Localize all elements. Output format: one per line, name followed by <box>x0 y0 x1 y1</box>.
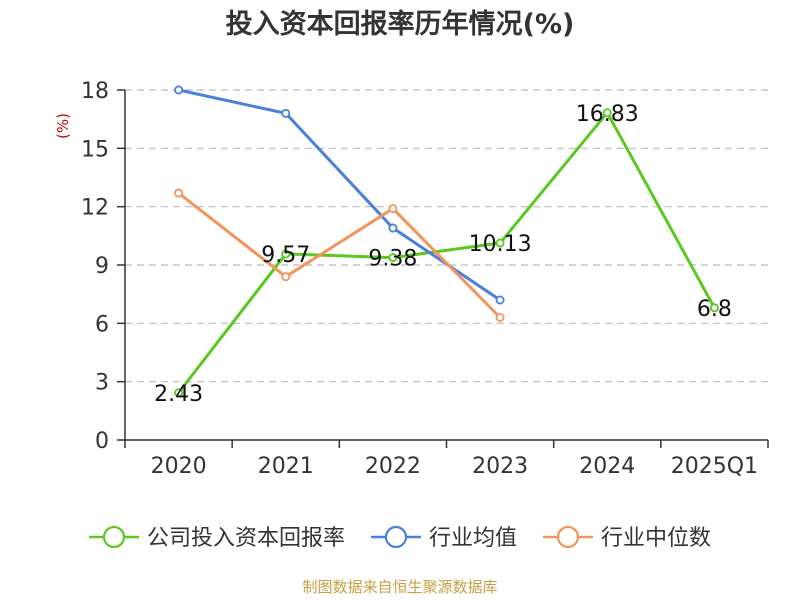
y-tick-label: 15 <box>81 137 109 162</box>
legend-swatch-marker <box>384 525 408 549</box>
data-point <box>174 388 184 398</box>
source-note: 制图数据来自恒生聚源数据库 <box>302 578 497 596</box>
y-axis-label: (%) <box>54 113 72 139</box>
x-tick-label: 2020 <box>151 454 207 479</box>
series-line-0 <box>177 111 716 395</box>
chart-title: 投入资本回报率历年情况(%) <box>226 8 575 40</box>
legend-swatch-marker <box>102 525 126 549</box>
x-tick-label: 2021 <box>258 454 314 479</box>
x-tick-label: 2022 <box>365 454 421 479</box>
y-tick-label: 6 <box>95 312 109 337</box>
data-point <box>388 204 398 214</box>
data-point <box>388 223 398 233</box>
data-point <box>174 85 184 95</box>
data-label: 2.43 <box>154 382 203 407</box>
data-point <box>709 303 719 313</box>
data-point <box>495 312 505 322</box>
data-point <box>602 108 612 118</box>
data-point <box>281 272 291 282</box>
x-tick-label: 2024 <box>579 454 635 479</box>
data-label: 9.38 <box>368 247 417 272</box>
y-tick-label: 0 <box>95 429 109 454</box>
y-tick-label: 3 <box>95 371 109 396</box>
axes: 0 3 6 9 12 15 18 2020 2021 2022 2023 2024 2025Q1 <box>81 79 769 479</box>
y-tick-label: 12 <box>81 196 109 221</box>
legend-label-0: 公司投入资本回报率 <box>147 526 345 551</box>
legend-label-1: 行业均值 <box>429 526 517 551</box>
data-point <box>495 295 505 305</box>
data-label: 10.13 <box>469 232 532 257</box>
data-point <box>174 188 184 198</box>
x-tick-label: 2023 <box>472 454 528 479</box>
y-tick-label: 18 <box>81 79 109 104</box>
legend-label-2: 行业中位数 <box>601 526 711 551</box>
y-tick-label: 9 <box>95 254 109 279</box>
data-label: 16.83 <box>576 102 639 127</box>
data-labels: 2.43 9.57 9.38 10.13 16.83 6.8 <box>154 102 732 407</box>
data-label: 6.8 <box>697 297 732 322</box>
data-point <box>388 253 398 263</box>
x-tick-label: 2025Q1 <box>671 454 758 479</box>
data-point <box>281 249 291 259</box>
data-point <box>495 238 505 248</box>
data-point <box>281 108 291 118</box>
series-line-2 <box>177 191 502 319</box>
series-lines <box>174 85 719 398</box>
legend-swatch-marker <box>556 525 580 549</box>
data-label: 9.57 <box>261 243 310 268</box>
legend: 公司投入资本回报率 行业均值 行业中位数 <box>89 525 711 551</box>
